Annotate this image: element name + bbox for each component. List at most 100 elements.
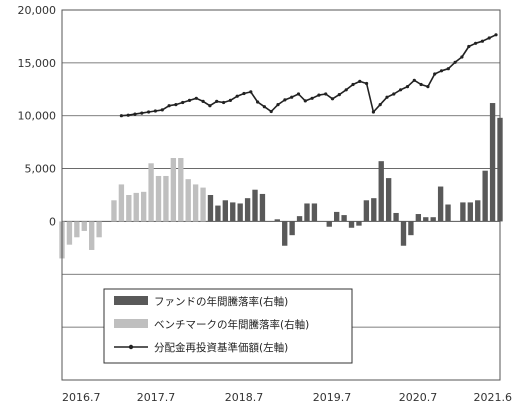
fund-bar — [371, 198, 377, 222]
nav-point — [133, 112, 137, 116]
nav-point — [324, 92, 328, 96]
nav-point — [439, 69, 444, 73]
nav-point — [147, 110, 151, 114]
fund-bar — [393, 212, 399, 222]
x-tick-label: 2020.7 — [399, 391, 438, 404]
nav-point — [235, 94, 239, 98]
fund-bar — [282, 221, 288, 246]
fund-bar — [423, 217, 429, 222]
benchmark-bar — [140, 191, 147, 222]
fund-bar — [348, 221, 355, 228]
nav-point — [187, 98, 192, 102]
fund-bar — [230, 202, 236, 222]
legend-nav-label: 分配金再投資基準価額(左軸) — [154, 341, 288, 354]
nav-point — [474, 41, 478, 45]
fund-bar — [237, 203, 243, 222]
fund-bar — [215, 205, 221, 222]
x-tick-label: 2019.7 — [313, 391, 352, 404]
nav-point — [290, 95, 294, 99]
nav-point — [480, 39, 484, 43]
legend-benchmark-swatch — [114, 319, 148, 328]
fund-bar — [385, 178, 392, 222]
fund-bar — [244, 198, 251, 222]
nav-line — [121, 34, 497, 117]
y-tick-label: 0 — [49, 215, 56, 228]
fund-bar — [341, 215, 347, 222]
legend-benchmark-label: ベンチマークの年間騰落率(右軸) — [154, 318, 309, 331]
fund-bar — [445, 204, 451, 222]
nav-point — [426, 85, 430, 89]
fund-bar — [430, 217, 436, 222]
benchmark-bar — [74, 221, 80, 238]
nav-point — [317, 93, 321, 97]
fund-bar — [475, 200, 481, 222]
nav-point — [303, 99, 307, 103]
fund-bar — [296, 216, 303, 222]
fund-bar — [415, 214, 422, 222]
nav-point — [262, 105, 266, 109]
fund-series — [207, 103, 503, 246]
nav-point — [371, 110, 375, 114]
fund-bar — [482, 170, 488, 222]
benchmark-bar — [148, 163, 154, 222]
nav-point — [181, 100, 185, 105]
fund-bar — [289, 221, 295, 236]
nav-point — [276, 103, 280, 107]
nav-point — [194, 96, 198, 100]
nav-point — [140, 111, 144, 115]
nav-point — [433, 72, 437, 76]
nav-point — [337, 93, 341, 97]
nav-point — [467, 44, 471, 49]
x-tick-label: 2018.7 — [225, 391, 264, 404]
benchmark-bar — [89, 221, 95, 250]
nav-point — [167, 104, 171, 108]
nav-point — [256, 100, 260, 104]
nav-point — [378, 103, 382, 107]
nav-point — [215, 99, 219, 103]
benchmark-bar — [185, 179, 191, 222]
nav-point — [228, 98, 232, 102]
x-tick-label: 2016.7 — [62, 391, 101, 404]
nav-point — [153, 109, 157, 113]
nav-point — [487, 36, 491, 40]
x-tick-label: 2021.6 — [474, 391, 513, 404]
nav-point — [344, 88, 348, 92]
fund-bar — [304, 203, 310, 222]
benchmark-bar — [111, 200, 117, 222]
benchmark-bar — [200, 187, 206, 222]
nav-point — [405, 85, 410, 89]
nav-point — [453, 60, 457, 64]
nav-point — [365, 81, 369, 86]
y-tick-label: 15,000 — [18, 57, 57, 70]
nav-point — [446, 67, 450, 71]
x-tick-label: 2017.7 — [137, 391, 176, 404]
fund-bar — [400, 221, 407, 246]
fund-bar — [460, 202, 466, 222]
nav-point — [160, 108, 164, 112]
nav-point — [296, 92, 301, 96]
nav-point — [460, 55, 464, 59]
benchmark-bar — [178, 158, 184, 222]
fund-bar — [363, 200, 370, 222]
fund-bar — [408, 221, 414, 236]
fund-bar — [356, 221, 362, 226]
benchmark-bar — [126, 195, 132, 222]
nav-point — [174, 103, 178, 107]
nav-point — [269, 109, 273, 114]
nav-series — [119, 33, 498, 118]
legend-fund-label: ファンドの年間騰落率(右軸) — [154, 295, 288, 308]
nav-point — [399, 88, 403, 92]
fund-bar — [334, 211, 340, 222]
fund-bar — [252, 189, 258, 222]
benchmark-series — [59, 158, 206, 259]
benchmark-bar — [133, 192, 139, 222]
nav-point — [310, 96, 314, 100]
y-tick-label: 10,000 — [18, 110, 57, 123]
benchmark-bar — [192, 184, 199, 222]
fund-bar — [378, 161, 384, 222]
benchmark-bar — [81, 221, 87, 231]
nav-point — [126, 113, 130, 117]
nav-point — [242, 91, 246, 96]
benchmark-bar — [155, 175, 162, 222]
